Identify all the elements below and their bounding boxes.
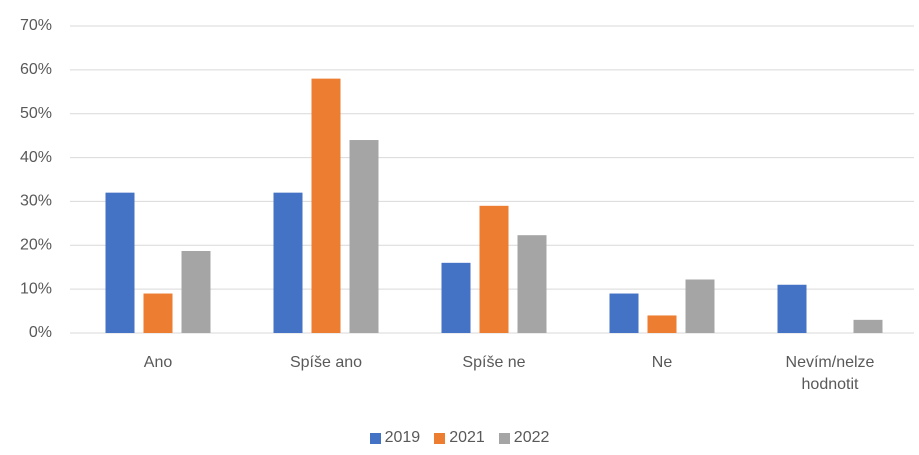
y-tick-label: 10% [20, 280, 52, 297]
x-tick-label: Spíše ano [289, 354, 363, 371]
y-tick-label: 60% [20, 61, 52, 78]
bar [853, 319, 883, 333]
legend-swatch [498, 432, 510, 444]
y-tick-label: 30% [20, 193, 52, 210]
bar [685, 279, 715, 333]
y-tick-label: 20% [20, 237, 52, 254]
x-tick-label: Ano [143, 354, 173, 371]
bar [143, 293, 173, 333]
y-tick-label: 40% [20, 149, 52, 166]
bar [609, 293, 639, 333]
legend-item: 2019 [369, 429, 421, 447]
legend-swatch [434, 432, 446, 444]
bar [181, 250, 211, 333]
legend-swatch [369, 432, 381, 444]
y-tick-label: 0% [29, 324, 52, 341]
bar [479, 205, 509, 333]
legend-label: 2022 [513, 429, 550, 446]
y-tick-label: 50% [20, 105, 52, 122]
legend-label: 2021 [449, 429, 485, 446]
bar [273, 192, 303, 333]
x-tick-label: Nevím/nelze hodnotit [785, 354, 875, 393]
bar [647, 315, 677, 333]
bar [311, 78, 341, 333]
x-tick-label: Spíše ne [462, 354, 526, 371]
bar [349, 140, 379, 333]
bar [441, 262, 471, 333]
legend-item: 2022 [498, 429, 550, 447]
legend-label: 2019 [384, 429, 421, 446]
bar [105, 192, 135, 333]
bar [517, 235, 547, 333]
x-tick-label: Ne [651, 354, 673, 371]
bar [777, 284, 807, 333]
legend: 2019 2021 2022 [0, 429, 919, 447]
legend-item: 2021 [434, 429, 485, 447]
y-tick-label: 70% [20, 17, 52, 34]
